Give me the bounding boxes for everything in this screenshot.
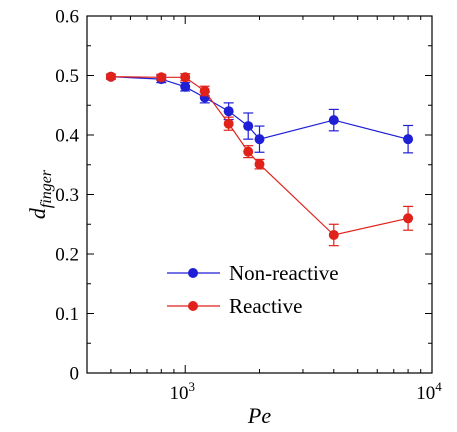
series-line	[110, 76, 409, 236]
y-tick-label: 0.3	[55, 185, 79, 206]
y-tick-label: 0.1	[55, 304, 79, 325]
x-tick-label-exponent: 4	[435, 379, 442, 394]
x-tick-label: 104	[416, 379, 442, 404]
legend-marker	[188, 301, 198, 311]
data-point	[243, 146, 254, 157]
y-tick-label: 0.5	[55, 66, 79, 87]
y-tick-label: 0	[70, 364, 80, 385]
x-tick-label-exponent: 3	[188, 379, 195, 394]
data-point	[199, 85, 210, 96]
data-point	[254, 159, 265, 170]
x-tick-label-base: 10	[416, 383, 435, 404]
legend-item: Reactive	[167, 294, 302, 318]
x-axis-label: Pe	[247, 403, 271, 428]
y-axis-label-main: d	[25, 207, 50, 219]
data-point	[254, 134, 265, 145]
y-tick-label: 0.2	[55, 245, 79, 266]
data-point	[403, 213, 414, 224]
legend: Non-reactive Reactive	[167, 261, 339, 318]
data-point	[180, 72, 191, 83]
data-point	[328, 229, 339, 240]
data-point	[403, 134, 414, 145]
data-point	[223, 106, 234, 117]
series-reactive	[105, 71, 414, 247]
y-tick-label: 0.4	[55, 126, 79, 147]
data-point	[180, 81, 191, 92]
legend-item: Non-reactive	[167, 261, 339, 285]
data-point	[156, 72, 167, 83]
series-non-reactive	[105, 71, 414, 154]
data-point	[328, 115, 339, 126]
data-point	[223, 118, 234, 129]
series-layer	[105, 71, 414, 247]
data-point	[243, 121, 254, 132]
legend-label: Non-reactive	[229, 261, 339, 285]
legend-label: Reactive	[229, 294, 302, 318]
y-axis-label: dfinger	[25, 169, 55, 219]
x-tick-label-base: 10	[169, 383, 188, 404]
data-point	[105, 71, 116, 82]
x-tick-label: 103	[169, 379, 195, 404]
ticks	[87, 15, 433, 374]
y-axis-label-subscript: finger	[38, 169, 55, 208]
legend-marker	[188, 268, 198, 278]
y-tick-label: 0.6	[55, 7, 79, 28]
plot-frame	[86, 15, 433, 374]
